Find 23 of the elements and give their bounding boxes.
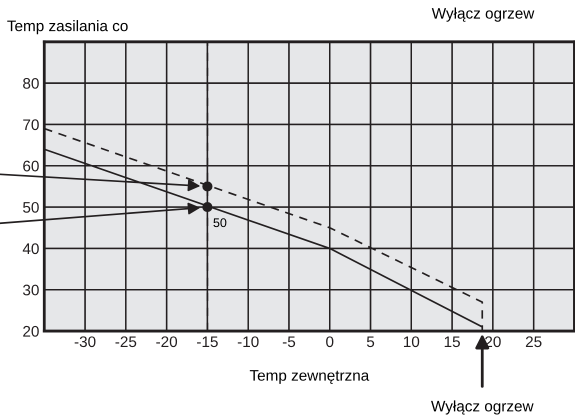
text: Wyłącz ogrzew	[432, 8, 534, 22]
y-tick-label: 50	[23, 202, 39, 213]
annotation: Wyłącz ogrzew	[431, 400, 534, 415]
annotation: 50	[213, 218, 226, 228]
x-tick-label: 10	[404, 336, 420, 348]
x-axis-title: Temp zewnętrzna	[250, 370, 370, 384]
x-tick-label: -15	[197, 336, 218, 348]
y-tick-label: 70	[23, 119, 39, 130]
x-tick-label: 25	[526, 336, 542, 348]
x-tick-label: 15	[444, 336, 460, 348]
x-tick-label: -30	[74, 336, 96, 348]
y-tick-label: 40	[22, 243, 39, 254]
y-tick-label: 60	[23, 160, 39, 172]
x-tick-label: -10	[238, 336, 259, 348]
y-tick-label: 80	[23, 78, 39, 89]
x-tick-label: -20	[156, 336, 178, 348]
y-axis-title: Temp zasilania co	[7, 20, 128, 34]
x-tick-label: -25	[115, 336, 136, 348]
x-tick-label: 0	[326, 336, 334, 348]
x-tick-label: -5	[282, 336, 296, 348]
x-tick-label: 5	[366, 336, 374, 348]
y-tick-label: 30	[23, 284, 39, 296]
y-tick-label: 20	[23, 326, 39, 337]
